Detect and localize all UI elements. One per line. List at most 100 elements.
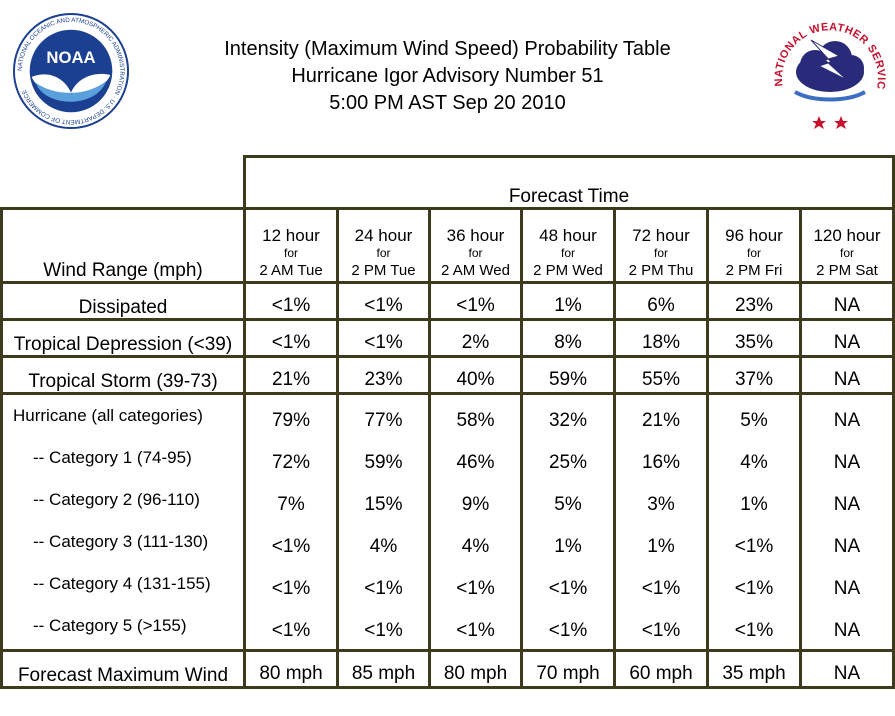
column-header-when: 2 PM Tue [351, 262, 416, 279]
hurricane-values-column-2: 77% 59% 15% 4% <1% <1% [336, 392, 431, 652]
tropical-depression-value: 18% [613, 318, 709, 358]
column-header-for: for [839, 246, 854, 260]
forecast-max-wind-value: 60 mph [613, 649, 709, 689]
tropical-depression-value: <1% [336, 318, 431, 358]
tropical-storm-value: 55% [613, 355, 709, 395]
category-1-value: NA [833, 452, 861, 473]
column-header-hours: 12 hour [262, 226, 320, 245]
tropical-storm-value: NA [799, 355, 895, 395]
column-header-hours: 48 hour [539, 226, 597, 245]
category-2-value: 3% [647, 494, 675, 515]
category-3-value: <1% [734, 536, 774, 557]
category-2-value: NA [833, 494, 861, 515]
category-4-value: NA [833, 578, 861, 599]
category-4-value: <1% [734, 578, 774, 599]
column-header-when: 2 PM Sat [816, 262, 878, 279]
row-label-forecast-max-wind: Forecast Maximum Wind [0, 649, 246, 689]
category-4-value: <1% [364, 578, 403, 599]
category-1-value: 59% [364, 452, 403, 473]
category-3-value: <1% [271, 536, 311, 557]
tropical-depression-value: 35% [706, 318, 802, 358]
category-3-value: 1% [554, 536, 582, 557]
column-header-6: 96 hour for 2 PM Fri [706, 207, 802, 284]
row-label-category-1: -- Category 1 (74-95) [33, 448, 192, 467]
dissipated-value: 23% [706, 281, 802, 321]
row-label-category-3: -- Category 3 (111-130) [33, 532, 209, 551]
dissipated-value: 6% [613, 281, 709, 321]
probability-table: Forecast Time 12 hour for 2 AM Tue 24 hour f… [0, 155, 895, 689]
category-4-value: <1% [456, 578, 495, 599]
category-3-value: 4% [461, 536, 490, 557]
category-1-value: 25% [548, 452, 588, 473]
category-2-value: 5% [554, 494, 582, 515]
column-header-when: 2 PM Thu [628, 262, 694, 279]
tropical-storm-value: 59% [520, 355, 616, 395]
category-5-value: <1% [456, 620, 495, 641]
category-3-value: 1% [647, 536, 675, 557]
row-label-category-5: -- Category 5 (>155) [33, 616, 187, 635]
column-header-7: 120 hour for 2 PM Sat [799, 207, 895, 284]
nws-logo: NATIONAL WEATHER SERVICE [773, 10, 887, 129]
column-header-when: 2 AM Wed [441, 262, 510, 279]
category-4-value: <1% [641, 578, 681, 599]
forecast-max-wind-value: 80 mph [428, 649, 523, 689]
hurricane-labels-cell: Hurricane (all categories) -- Category 1 … [0, 392, 246, 652]
category-5-value: <1% [641, 620, 681, 641]
category-4-value: <1% [271, 578, 311, 599]
hurricane-value: 21% [641, 410, 681, 431]
forecast-max-wind-value: 80 mph [243, 649, 339, 689]
header: NOAA NATIONAL OCEANIC AND ATMOSPHERIC AD… [0, 0, 895, 150]
hurricane-values-column-1: 79% 72% 7% <1% <1% <1% [243, 392, 339, 652]
title-block: Intensity (Maximum Wind Speed) Probabili… [175, 36, 720, 117]
category-5-value: NA [833, 620, 861, 641]
hurricane-value: 79% [271, 410, 311, 431]
column-header-for: for [283, 246, 298, 260]
row-hurricane-group: Hurricane (all categories) -- Category 1 … [0, 392, 895, 652]
column-header-2: 24 hour for 2 PM Tue [336, 207, 431, 284]
hurricane-value: 5% [740, 410, 768, 431]
column-header-1: 12 hour for 2 AM Tue [243, 207, 339, 284]
noaa-logo: NOAA NATIONAL OCEANIC AND ATMOSPHERIC AD… [12, 12, 130, 130]
category-2-value: 1% [740, 494, 768, 515]
column-header-hours: 72 hour [632, 226, 690, 245]
tropical-storm-value: 23% [336, 355, 431, 395]
hurricane-values-column-6: 5% 4% 1% <1% <1% <1% [706, 392, 802, 652]
row-tropical-depression: Tropical Depression (<39) <1% <1% 2% 8% 18% 3… [0, 318, 895, 358]
category-1-value: 72% [271, 452, 311, 473]
forecast-max-wind-value: 35 mph [706, 649, 802, 689]
row-label-dissipated: Dissipated [0, 281, 246, 321]
wind-range-label: Wind Range (mph) [0, 207, 246, 284]
column-header-for: for [560, 246, 575, 260]
tropical-storm-value: 37% [706, 355, 802, 395]
column-header-4: 48 hour for 2 PM Wed [520, 207, 616, 284]
forecast-max-wind-value: 70 mph [520, 649, 616, 689]
category-1-value: 16% [641, 452, 681, 473]
category-5-value: <1% [364, 620, 403, 641]
tropical-storm-value: 21% [243, 355, 339, 395]
category-2-value: 7% [277, 494, 305, 515]
column-header-3: 36 hour for 2 AM Wed [428, 207, 523, 284]
row-label-tropical-storm: Tropical Storm (39-73) [0, 355, 246, 395]
category-5-value: <1% [548, 620, 588, 641]
hurricane-values-column-7: NA NA NA NA NA NA [799, 392, 895, 652]
column-header-hours: 120 hour [813, 226, 881, 245]
column-header-for: for [376, 246, 391, 260]
row-label-category-2: -- Category 2 (96-110) [33, 490, 200, 509]
title-line-1: Intensity (Maximum Wind Speed) Probabili… [224, 38, 671, 60]
tropical-depression-value: NA [799, 318, 895, 358]
row-label-category-4: -- Category 4 (131-155) [33, 574, 211, 593]
row-dissipated: Dissipated <1% <1% <1% 1% 6% 23% NA [0, 281, 895, 321]
column-header-hours: 24 hour [354, 226, 413, 245]
tropical-depression-value: 2% [428, 318, 523, 358]
category-1-value: 4% [740, 452, 768, 473]
category-2-value: 15% [364, 494, 403, 515]
dissipated-value: <1% [243, 281, 339, 321]
column-header-for: for [468, 246, 483, 260]
svg-text:NOAA: NOAA [46, 48, 95, 67]
row-tropical-storm: Tropical Storm (39-73) 21% 23% 40% 59% 55% 37… [0, 355, 895, 395]
column-header-hours: 36 hour [446, 226, 505, 245]
hurricane-value: 32% [548, 410, 588, 431]
forecast-max-wind-value: 85 mph [336, 649, 431, 689]
category-3-value: 4% [369, 536, 398, 557]
hurricane-values-column-5: 21% 16% 3% 1% <1% <1% [613, 392, 709, 652]
